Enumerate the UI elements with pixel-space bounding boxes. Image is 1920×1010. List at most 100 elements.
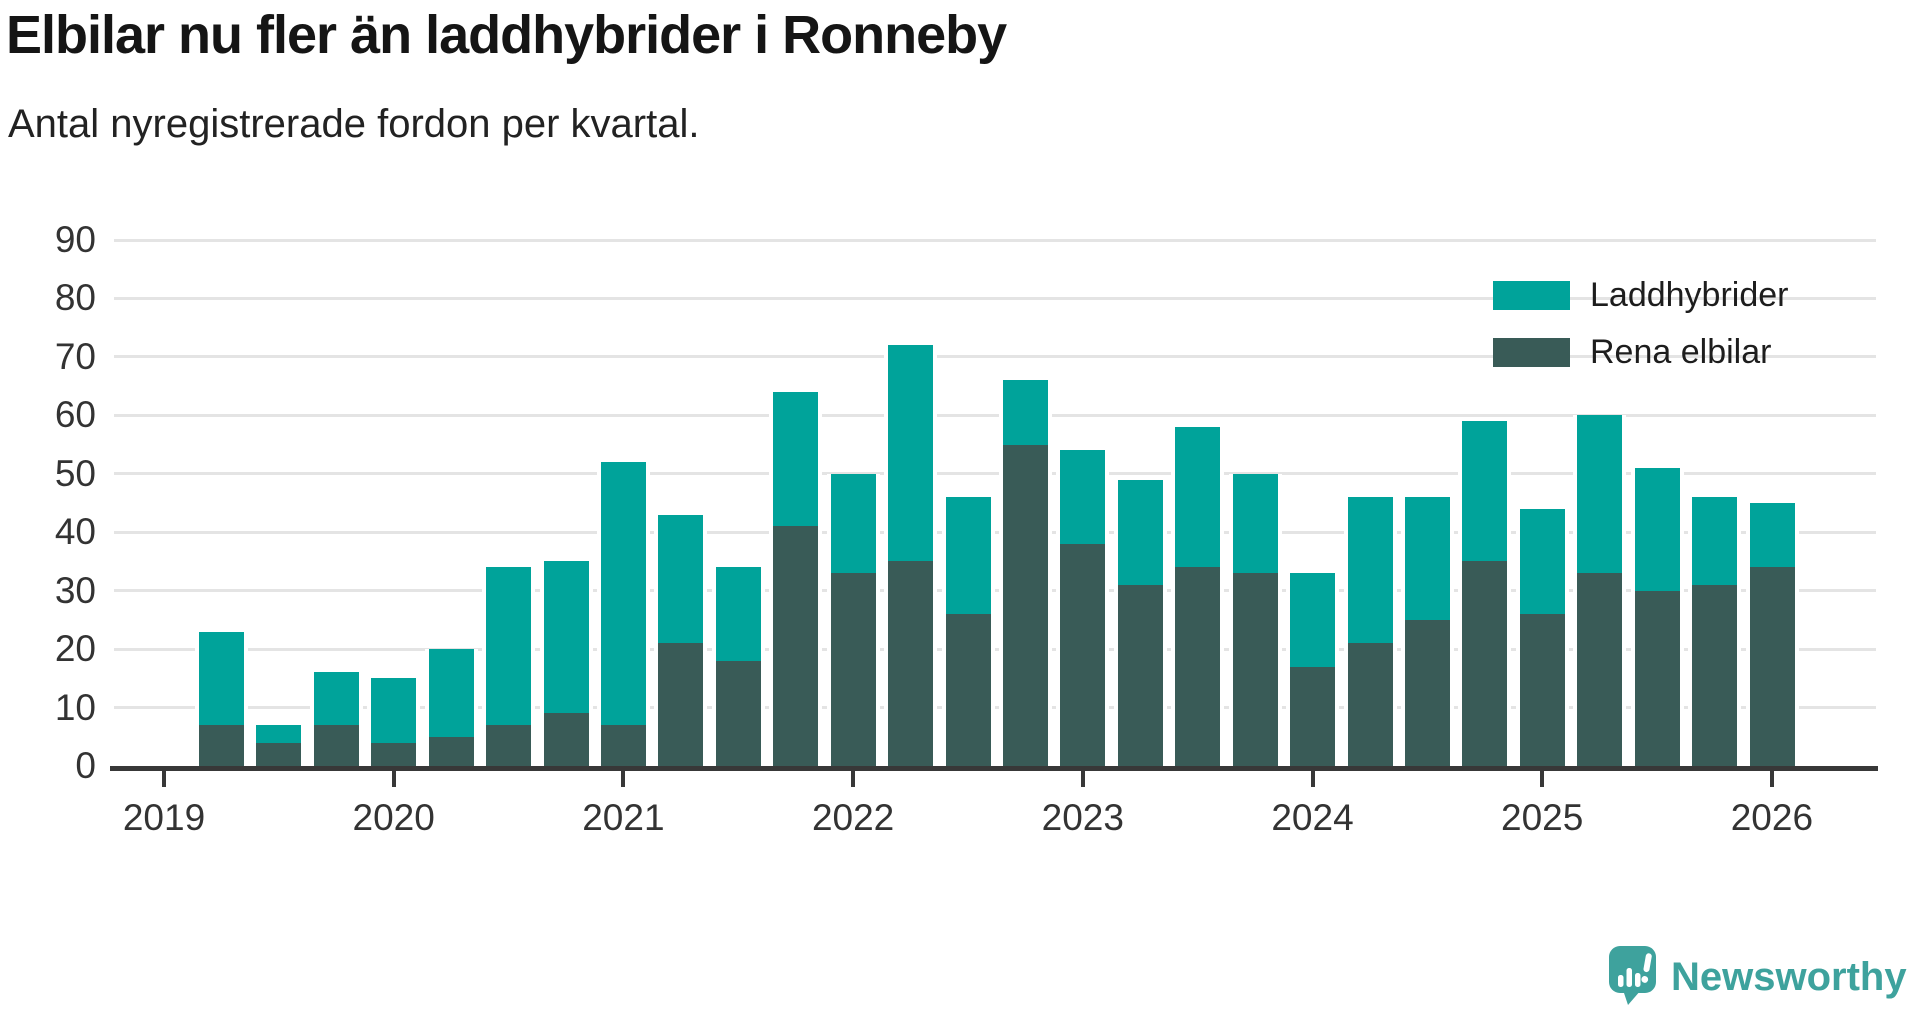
gridline <box>114 472 1876 476</box>
y-axis-label: 30 <box>54 569 96 611</box>
bar <box>600 462 646 766</box>
bar-segment-rena-elbilar <box>1749 567 1795 766</box>
bar-segment-rena-elbilar <box>198 725 244 766</box>
bar <box>1175 427 1221 766</box>
bar-segment-rena-elbilar <box>1462 561 1508 766</box>
bar-segment-rena-elbilar <box>1002 444 1048 766</box>
bar-segment-rena-elbilar <box>1692 584 1738 766</box>
bar <box>945 497 991 766</box>
y-axis-label: 60 <box>54 394 96 436</box>
bar-segment-rena-elbilar <box>486 725 532 766</box>
y-axis-label: 0 <box>75 745 96 786</box>
bar-segment-rena-elbilar <box>256 742 302 766</box>
bar <box>1634 467 1680 766</box>
bar-segment-rena-elbilar <box>313 725 359 766</box>
bar-segment-rena-elbilar <box>773 526 819 766</box>
legend-swatch-laddhybrider <box>1493 280 1570 310</box>
bar-segment-rena-elbilar <box>1232 573 1278 766</box>
bar-segment-rena-elbilar <box>428 736 474 766</box>
bar <box>1060 450 1106 766</box>
bar <box>198 631 244 766</box>
bar <box>1347 497 1393 766</box>
x-axis-label: 2026 <box>1730 797 1814 838</box>
bar <box>543 561 589 766</box>
bar <box>715 567 761 766</box>
legend-label: Rena elbilar <box>1590 332 1772 371</box>
bar <box>830 473 876 766</box>
gridline <box>114 530 1876 534</box>
chart-title: Elbilar nu fler än laddhybrider i Ronneb… <box>6 5 1007 65</box>
bar-segment-rena-elbilar <box>1404 619 1450 766</box>
y-axis-label: 80 <box>54 277 96 319</box>
bar-segment-rena-elbilar <box>1577 573 1623 766</box>
bar <box>371 678 417 766</box>
bar-segment-rena-elbilar <box>1634 590 1680 766</box>
x-axis-tick <box>851 771 856 787</box>
legend-label: Laddhybrider <box>1590 275 1789 314</box>
gridline <box>114 355 1876 359</box>
bar-segment-rena-elbilar <box>945 614 991 766</box>
chart-subtitle: Antal nyregistrerade fordon per kvartal. <box>8 102 700 146</box>
bar <box>888 345 934 766</box>
x-axis-tick <box>162 771 166 787</box>
legend: Laddhybrider Rena elbilar <box>1493 276 1788 394</box>
newsworthy-wordmark: Newsworthy <box>1671 955 1907 999</box>
x-axis-label: 2025 <box>1501 797 1584 838</box>
y-axis-label: 90 <box>54 219 96 261</box>
gridline <box>114 296 1876 300</box>
x-axis-tick <box>1540 771 1545 787</box>
bar-segment-rena-elbilar <box>1290 666 1336 766</box>
bar-segment-rena-elbilar <box>830 573 876 766</box>
newsworthy-icon <box>1609 946 1656 1005</box>
bar-segment-rena-elbilar <box>1117 584 1163 766</box>
bar-segment-rena-elbilar <box>600 725 646 766</box>
bar <box>1232 473 1278 766</box>
newsworthy-logo: Newsworthy <box>1608 944 1907 1006</box>
x-axis-tick <box>1769 771 1774 787</box>
y-axis-label: 40 <box>54 511 96 553</box>
y-axis-label: 20 <box>54 628 96 670</box>
bar <box>486 567 532 766</box>
bar-segment-rena-elbilar <box>658 643 704 766</box>
bar-segment-rena-elbilar <box>543 713 589 766</box>
x-axis-label: 2024 <box>1271 797 1354 838</box>
x-axis-label: 2021 <box>582 797 665 838</box>
bar <box>658 514 704 766</box>
x-axis-label: 2022 <box>811 797 895 838</box>
x-axis-tick <box>1080 771 1085 787</box>
gridline <box>114 647 1876 651</box>
bar <box>256 725 302 766</box>
bar-segment-rena-elbilar <box>1347 643 1393 766</box>
x-axis-tick <box>621 771 626 787</box>
gridline <box>114 413 1876 417</box>
bar <box>1749 503 1795 766</box>
x-axis-label: 2020 <box>352 797 435 838</box>
bar <box>1462 421 1508 766</box>
bar <box>1692 497 1738 766</box>
bar <box>1290 573 1336 766</box>
bar-segment-rena-elbilar <box>1519 614 1565 766</box>
y-axis-label: 10 <box>54 686 96 728</box>
gridline <box>114 589 1876 593</box>
legend-item-laddhybrider: Laddhybrider <box>1493 276 1788 314</box>
y-axis-label: 50 <box>54 452 96 494</box>
bar <box>1002 380 1048 766</box>
gridline <box>114 706 1876 710</box>
bar-segment-rena-elbilar <box>715 660 761 766</box>
legend-swatch-rena-elbilar <box>1493 337 1570 367</box>
y-axis-label: 70 <box>54 335 96 377</box>
x-axis-tick <box>391 771 396 787</box>
x-axis-label: 2019 <box>122 797 206 838</box>
bar-segment-rena-elbilar <box>1175 567 1221 766</box>
bar <box>1577 415 1623 766</box>
bar <box>773 391 819 766</box>
bar-segment-rena-elbilar <box>1060 543 1106 766</box>
x-axis-line <box>110 766 1878 771</box>
bar <box>1117 479 1163 766</box>
x-axis-tick <box>1310 771 1315 787</box>
gridline <box>114 238 1876 242</box>
legend-item-rena-elbilar: Rena elbilar <box>1493 333 1788 371</box>
bar-segment-rena-elbilar <box>888 561 934 766</box>
bar <box>1519 508 1565 766</box>
